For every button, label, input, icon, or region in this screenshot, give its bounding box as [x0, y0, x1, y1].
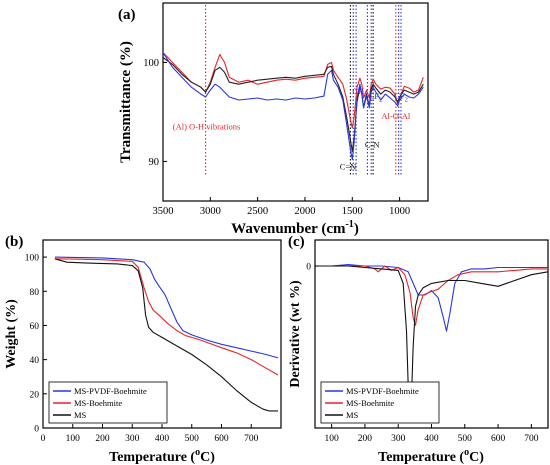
annotation-label: (Al) O-H vibrations — [173, 122, 241, 132]
x-tick-label: 3000 — [200, 206, 221, 217]
series-line-ms-pvdf-boehmite — [54, 256, 279, 359]
y-tick-label: 0 — [34, 425, 39, 435]
x-tick-label: 200 — [95, 434, 110, 444]
panel-c-dtg: (c) 100 200 300 400 500 600 700 0 MS-PVDF-Boeh… — [288, 234, 549, 465]
y-tick-label: 80 — [30, 288, 40, 298]
legend-label: MS — [74, 410, 87, 420]
legend-label: MS-PVDF-Boehmite — [74, 386, 147, 396]
panel-a-y-axis-title: Transmittance (%) — [118, 41, 134, 163]
annotation-label: C-N — [365, 140, 380, 150]
legend-label: MS-Boehmite — [74, 398, 122, 408]
panel-c-series — [315, 264, 549, 409]
x-tick-label: 500 — [458, 434, 473, 444]
x-tick-label: 600 — [214, 434, 229, 444]
x-tick-label: 2500 — [247, 206, 268, 217]
x-tick-label: 1500 — [342, 206, 363, 217]
y-tick-label: 100 — [143, 58, 159, 69]
panel-a-frame — [162, 2, 429, 202]
panel-c-y-ticks: 0 — [306, 263, 319, 273]
y-tick-label: 60 — [30, 322, 40, 332]
x-tick-label: 100 — [66, 434, 81, 444]
y-tick-label: 90 — [149, 157, 160, 168]
panel-b-tga: (b) 0 100 200 300 400 500 600 700 020406080100 … — [4, 234, 282, 465]
series-line-ms-boehmite — [315, 265, 548, 326]
annotation-label: CF2 — [394, 91, 408, 104]
legend-label: MS — [346, 410, 359, 420]
y-tick-label: 100 — [25, 254, 40, 264]
y-tick-label: 0 — [306, 263, 311, 273]
panel-a-series — [162, 52, 424, 160]
x-tick-label: 3500 — [153, 206, 174, 217]
panel-c-x-ticks: 100 200 300 400 500 600 700 — [325, 424, 539, 444]
annotation-label: Al-O-Al — [381, 111, 410, 121]
x-tick-label: 0 — [41, 434, 46, 444]
y-tick-label: 40 — [30, 356, 40, 366]
x-tick-label: 700 — [244, 434, 259, 444]
x-tick-label: 700 — [524, 434, 539, 444]
panel-c-y-axis-title: Derivative (wt %) — [288, 280, 303, 388]
annotation-label: C=N — [340, 161, 357, 171]
x-tick-label: 1000 — [389, 206, 410, 217]
panel-a-letter: (a) — [118, 7, 136, 23]
panel-c-letter: (c) — [288, 234, 305, 250]
panel-b-legend: MS-PVDF-Boehmite MS-Boehmite MS — [48, 381, 168, 424]
series-line-ms — [315, 265, 549, 409]
panel-a-y-ticks: 90 100 — [143, 58, 167, 168]
x-tick-label: 400 — [424, 434, 439, 444]
panel-c-x-axis-title: Temperature (oC) — [378, 447, 484, 465]
panel-c-legend: MS-PVDF-Boehmite MS-Boehmite MS — [320, 381, 440, 424]
series-line-ms-boehmite — [54, 258, 279, 376]
series-line-1 — [162, 57, 424, 153]
panel-a-ftir: (a) 3500 3000 2500 2000 1500 1000 90 100 (Al) … — [118, 2, 429, 237]
x-tick-label: 100 — [325, 434, 340, 444]
panel-b-x-axis-title: Temperature (oC) — [109, 447, 215, 465]
x-tick-label: 2000 — [294, 206, 315, 217]
panel-b-x-ticks: 0 100 200 300 400 500 600 700 — [41, 424, 259, 444]
panel-b-y-ticks: 0 20 40 60 80 100 — [25, 254, 47, 435]
series-line-2 — [162, 52, 424, 160]
series-line-ms — [54, 258, 278, 412]
x-tick-label: 600 — [491, 434, 506, 444]
annotation-label: CH2 — [352, 86, 367, 99]
x-tick-label: 300 — [125, 434, 140, 444]
y-tick-label: 20 — [30, 390, 40, 400]
series-line-0 — [162, 52, 424, 129]
panel-a-x-ticks: 3500 3000 2500 2000 1500 1000 — [153, 197, 410, 217]
panel-b-y-axis-title: Weight (%) — [4, 299, 19, 369]
panel-a-x-axis-title: Wavenumber (cm-1) — [231, 219, 359, 237]
annotation-label: CF2 — [369, 91, 383, 104]
legend-label: MS-Boehmite — [346, 398, 394, 408]
panel-b-series — [54, 256, 279, 412]
x-tick-label: 400 — [155, 434, 170, 444]
series-line-ms-pvdf-boehmite — [315, 264, 548, 332]
panel-a-reference-lines — [205, 5, 402, 175]
x-tick-label: 200 — [358, 434, 373, 444]
legend-label: MS-PVDF-Boehmite — [346, 386, 419, 396]
x-tick-label: 300 — [391, 434, 406, 444]
x-tick-label: 500 — [185, 434, 200, 444]
panel-b-letter: (b) — [5, 234, 23, 250]
